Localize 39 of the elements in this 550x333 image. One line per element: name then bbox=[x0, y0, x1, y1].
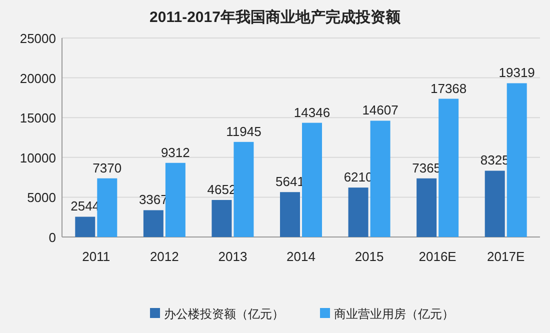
bar bbox=[165, 162, 186, 237]
bar bbox=[97, 178, 118, 237]
bar bbox=[212, 200, 232, 237]
bar bbox=[438, 98, 459, 237]
x-tick-label: 2016E bbox=[418, 249, 457, 264]
bar bbox=[75, 216, 96, 237]
bar bbox=[143, 210, 164, 237]
legend-label: 商业营业用房（亿元） bbox=[334, 307, 454, 321]
y-tick-label: 15000 bbox=[20, 110, 56, 126]
bar bbox=[280, 192, 300, 237]
bar bbox=[484, 170, 505, 237]
x-tick-label: 2013 bbox=[218, 249, 248, 264]
data-label: 9312 bbox=[160, 144, 190, 160]
bar bbox=[348, 188, 368, 237]
legend-label: 办公楼投资额（亿元） bbox=[164, 307, 284, 321]
y-tick-label: 20000 bbox=[20, 70, 56, 86]
x-tick-label: 2017E bbox=[487, 249, 525, 264]
data-label: 3367 bbox=[138, 192, 168, 208]
data-label: 14346 bbox=[294, 104, 330, 120]
data-label: 7370 bbox=[92, 160, 122, 176]
data-label: 14607 bbox=[362, 102, 398, 118]
x-tick-label: 2015 bbox=[354, 249, 384, 264]
x-tick-label: 2011 bbox=[82, 249, 110, 264]
data-label: 11945 bbox=[226, 124, 262, 139]
y-tick-label: 5000 bbox=[27, 190, 56, 206]
bar bbox=[370, 120, 390, 237]
data-label: 5641 bbox=[276, 174, 304, 190]
data-label: 17368 bbox=[430, 80, 467, 96]
x-tick-label: 2014 bbox=[286, 249, 316, 264]
x-tick-label: 2012 bbox=[150, 249, 179, 264]
y-tick-label: 0 bbox=[48, 230, 56, 245]
data-label: 19319 bbox=[498, 65, 535, 80]
bar bbox=[234, 142, 254, 237]
bar bbox=[302, 122, 322, 237]
y-tick-label: 25000 bbox=[20, 31, 56, 46]
bar bbox=[506, 83, 527, 237]
chart-title: 2011-2017年我国商业地产完成投资额 bbox=[150, 8, 402, 26]
bar bbox=[416, 178, 437, 237]
y-tick-label: 10000 bbox=[20, 150, 56, 166]
